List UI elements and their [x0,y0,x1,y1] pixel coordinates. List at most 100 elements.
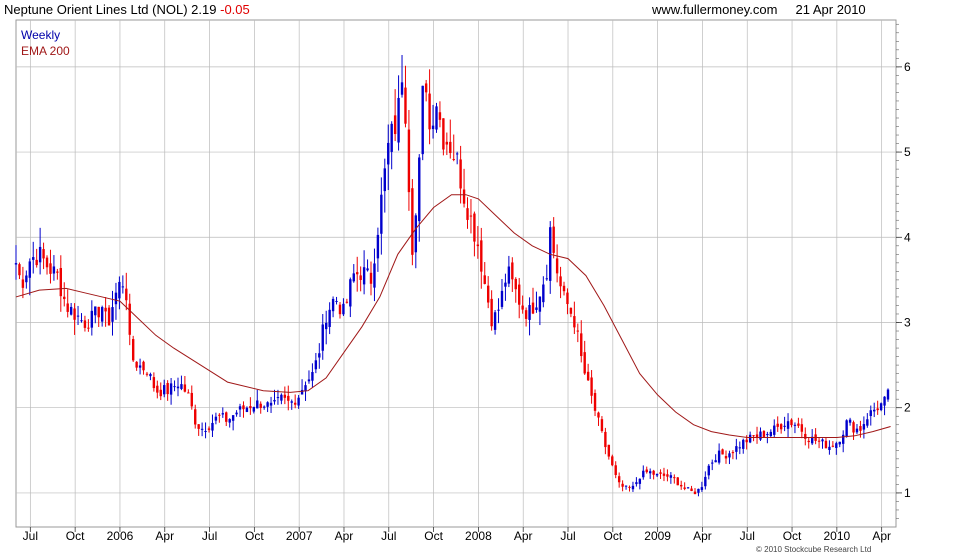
candle-up [94,306,97,316]
candle-down [73,308,76,320]
candle-up [76,315,80,317]
candle-down [259,403,262,408]
candle-down [607,444,611,457]
x-tick-label: 2009 [644,529,671,543]
candle-up [314,360,318,370]
candle-up [331,298,335,312]
candle-down [21,279,25,288]
candle-up [362,267,366,285]
candle-down [604,431,607,448]
candle-up [221,413,224,415]
candle-down [194,409,197,425]
candle-up [845,420,848,437]
candle-up [235,412,238,415]
x-tick-label: 2010 [824,529,851,543]
x-tick-label: 2007 [286,529,313,543]
candle-up [276,397,280,399]
candle-up [704,476,707,487]
candle-down [800,424,804,432]
x-tick-label: Oct [783,529,802,543]
candle-down [611,456,614,466]
candle-down [573,316,576,328]
candle-down [56,271,59,273]
candle-up [90,310,94,328]
candle-down [817,440,821,442]
candle-down [197,424,200,429]
candle-up [866,419,869,426]
candle-down [156,385,159,393]
candle-up [390,123,393,152]
candle-down [145,373,149,375]
candle-up [638,478,642,484]
candle-up [14,263,18,265]
candle-up [507,266,511,284]
candle-down [673,477,676,479]
site-link[interactable]: www.fullermoney.com [652,2,778,17]
candle-down [125,288,128,301]
candle-up [828,446,831,451]
candle-down [18,264,21,276]
candle-down [690,488,693,492]
candle-down [393,115,397,135]
candle-up [697,488,700,493]
candle-up [387,142,390,165]
candle-down [207,428,211,430]
candle-up [773,425,776,435]
candle-down [593,393,597,411]
source-and-date: www.fullermoney.com 21 Apr 2010 [652,2,866,20]
candle-down [755,434,759,438]
candle-up [635,482,638,485]
candle-up [686,487,690,489]
candle-down [462,189,466,204]
candle-down [449,141,452,154]
candle-down [483,275,486,284]
candle-down [293,402,297,405]
candle-up [100,307,104,322]
candle-down [83,320,87,328]
candle-down [445,141,449,145]
x-tick-label: Apr [872,529,891,543]
candle-down [779,424,783,430]
y-tick-label: 1 [904,486,911,500]
candle-down [218,414,221,416]
candle-down [645,469,648,473]
candle-up [711,462,714,464]
candle-up [810,436,814,444]
candle-down [424,83,428,93]
x-tick-label: Jul [202,529,217,543]
candle-up [841,434,845,444]
candle-down [452,158,455,160]
candle-up [700,487,704,490]
candle-up [32,257,35,260]
candle-up [883,396,886,406]
x-tick-label: 2008 [465,529,492,543]
candle-up [349,279,352,307]
candle-down [659,472,662,474]
last-price: 2.19 [191,2,217,17]
candle-down [166,382,169,395]
candle-up [180,384,183,389]
candle-up [786,421,790,429]
candle-down [438,112,442,120]
candle-down [359,275,362,280]
candle-up [714,460,717,463]
candle-up [848,419,852,423]
candle-up [307,379,311,382]
candle-up [855,428,859,433]
x-tick-label: Apr [335,529,354,543]
candle-up [821,439,824,442]
candle-up [342,303,345,315]
candle-up [311,372,314,381]
candle-down [428,93,431,130]
candle-down [752,435,755,437]
candle-down [680,484,683,487]
candle-up [728,453,731,458]
y-axis: 1 2 3 4 5 6 [896,23,911,519]
candle-down [586,371,590,381]
candle-down [790,419,793,426]
candle-up [380,194,383,234]
candle-up [256,400,259,409]
x-tick-label: Jul [560,529,575,543]
candle-down [831,445,835,447]
candle-down [49,263,52,274]
